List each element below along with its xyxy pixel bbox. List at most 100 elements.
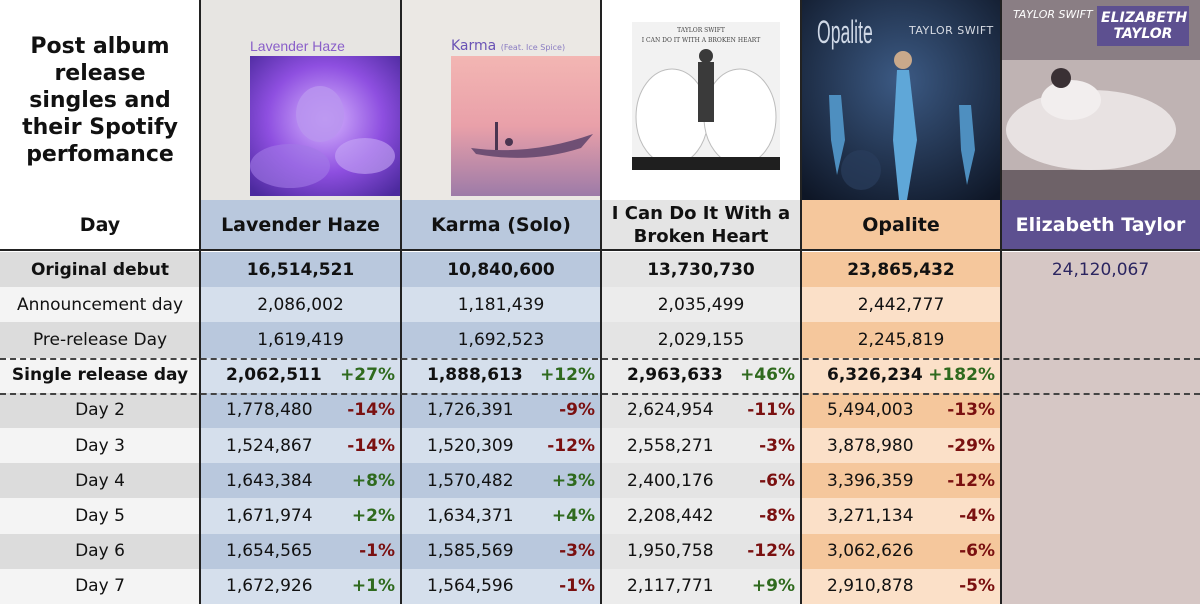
percent-change: +3% [551,470,595,491]
stream-count: 1,726,391 [427,400,514,421]
table-cell [601,533,801,569]
table-cell [401,533,601,569]
stream-count: 1,619,419 [257,329,344,350]
stream-count: 1,888,613 [427,365,523,386]
header-day: Day [0,200,200,250]
table-cell [601,357,801,393]
table-cell [200,392,401,428]
percent-change: +4% [551,505,595,526]
table-cell [801,428,1001,464]
table-cell [1001,498,1200,534]
lavender-haze-artwork-icon [250,56,400,196]
row-label: Announcement day [0,287,200,323]
table-cell [401,428,601,464]
stream-count: 10,840,600 [447,259,555,280]
percent-change: -3% [559,541,595,562]
stream-count: 1,181,439 [457,294,545,315]
table-cell [801,498,1001,534]
table-cell [401,322,601,358]
table-cell [1001,428,1200,464]
opalite-artwork-icon [801,0,1001,200]
stream-count: 2,245,819 [857,329,945,350]
karma-artwork-icon [451,56,601,196]
percent-change: -1% [559,576,595,597]
percent-change: -29% [947,435,995,456]
column-divider [600,0,602,604]
stream-count: 16,514,521 [246,259,355,280]
table-cell [200,357,401,393]
percent-change: -12% [747,541,795,562]
header-broken-heart: I Can Do It With a Broken Heart [601,200,801,250]
table-cell [801,533,1001,569]
header-lavender-haze: Lavender Haze [200,200,401,250]
row-label: Single release day [0,357,200,393]
stream-count: 24,120,067 [1051,259,1150,280]
row-label: Pre-release Day [0,322,200,358]
table-cell [1001,568,1200,604]
stream-count: 2,910,878 [827,576,914,597]
stream-count: 1,950,758 [627,541,714,562]
table-cell [601,392,801,428]
stream-count: 1,585,569 [427,541,514,562]
percent-change: +8% [351,470,395,491]
table-cell [601,568,801,604]
stream-count: 2,400,176 [627,470,714,491]
stream-count: 3,878,980 [827,435,914,456]
cover-karma-title: Karma (Feat. Ice Spice) [451,38,566,54]
percent-change: -1% [359,541,395,562]
stream-count: 1,672,926 [226,576,313,597]
table-cell [401,568,601,604]
broken-heart-title-text: I CAN DO IT WITH A BROKEN HEART [641,37,761,44]
cover-lavender-haze: Lavender Haze [200,0,401,200]
table-cell [801,322,1001,358]
table-cell [200,498,401,534]
stream-count: 2,558,271 [627,435,714,456]
percent-change: -4% [959,505,995,526]
table-cell [601,463,801,499]
stream-count: 2,963,633 [627,365,723,386]
header-divider [0,249,1200,251]
table-cell [1001,463,1200,499]
stream-count: 23,865,432 [847,259,955,280]
table-cell [801,357,1001,393]
table-cell [200,428,401,464]
table-cell [801,568,1001,604]
stream-count: 2,624,954 [627,400,714,421]
percent-change: -14% [347,400,395,421]
row-label: Day 2 [0,392,200,428]
table-cell [1001,533,1200,569]
stream-count: 3,271,134 [827,505,914,526]
cover-elizabeth-taylor: TAYLOR SWIFT ELIZABETH TAYLOR [1001,0,1200,200]
stream-count: 2,035,499 [657,294,745,315]
column-divider [800,0,802,604]
table-cell [401,252,601,288]
elizabeth-taylor-cover-artist: TAYLOR SWIFT [1013,8,1093,21]
header-karma: Karma (Solo) [401,200,601,250]
opalite-cover-artist: TAYLOR SWIFT [909,24,994,37]
percent-change: -11% [747,400,795,421]
table-cell [401,463,601,499]
table-cell [601,428,801,464]
row-label: Day 6 [0,533,200,569]
table-cell [401,357,601,393]
stream-count: 1,564,596 [427,576,514,597]
column-divider [400,0,402,604]
stream-count: 1,778,480 [226,400,313,421]
column-divider [1000,0,1002,604]
broken-heart-artist-text: TAYLOR SWIFT [677,27,725,34]
percent-change: +27% [340,365,395,386]
table-cell [601,252,801,288]
table-cell [1001,287,1200,323]
table-cell [1001,252,1200,288]
row-label: Day 4 [0,463,200,499]
table-cell [1001,322,1200,358]
percent-change: +182% [928,365,995,386]
table-cell [200,252,401,288]
percent-change: +1% [351,576,395,597]
table-cell [401,287,601,323]
table-cell [1001,392,1200,428]
elizabeth-taylor-cover-title: ELIZABETH TAYLOR [1097,6,1189,46]
cover-lavender-haze-title: Lavender Haze [250,38,345,54]
stream-count: 1,692,523 [457,329,545,350]
